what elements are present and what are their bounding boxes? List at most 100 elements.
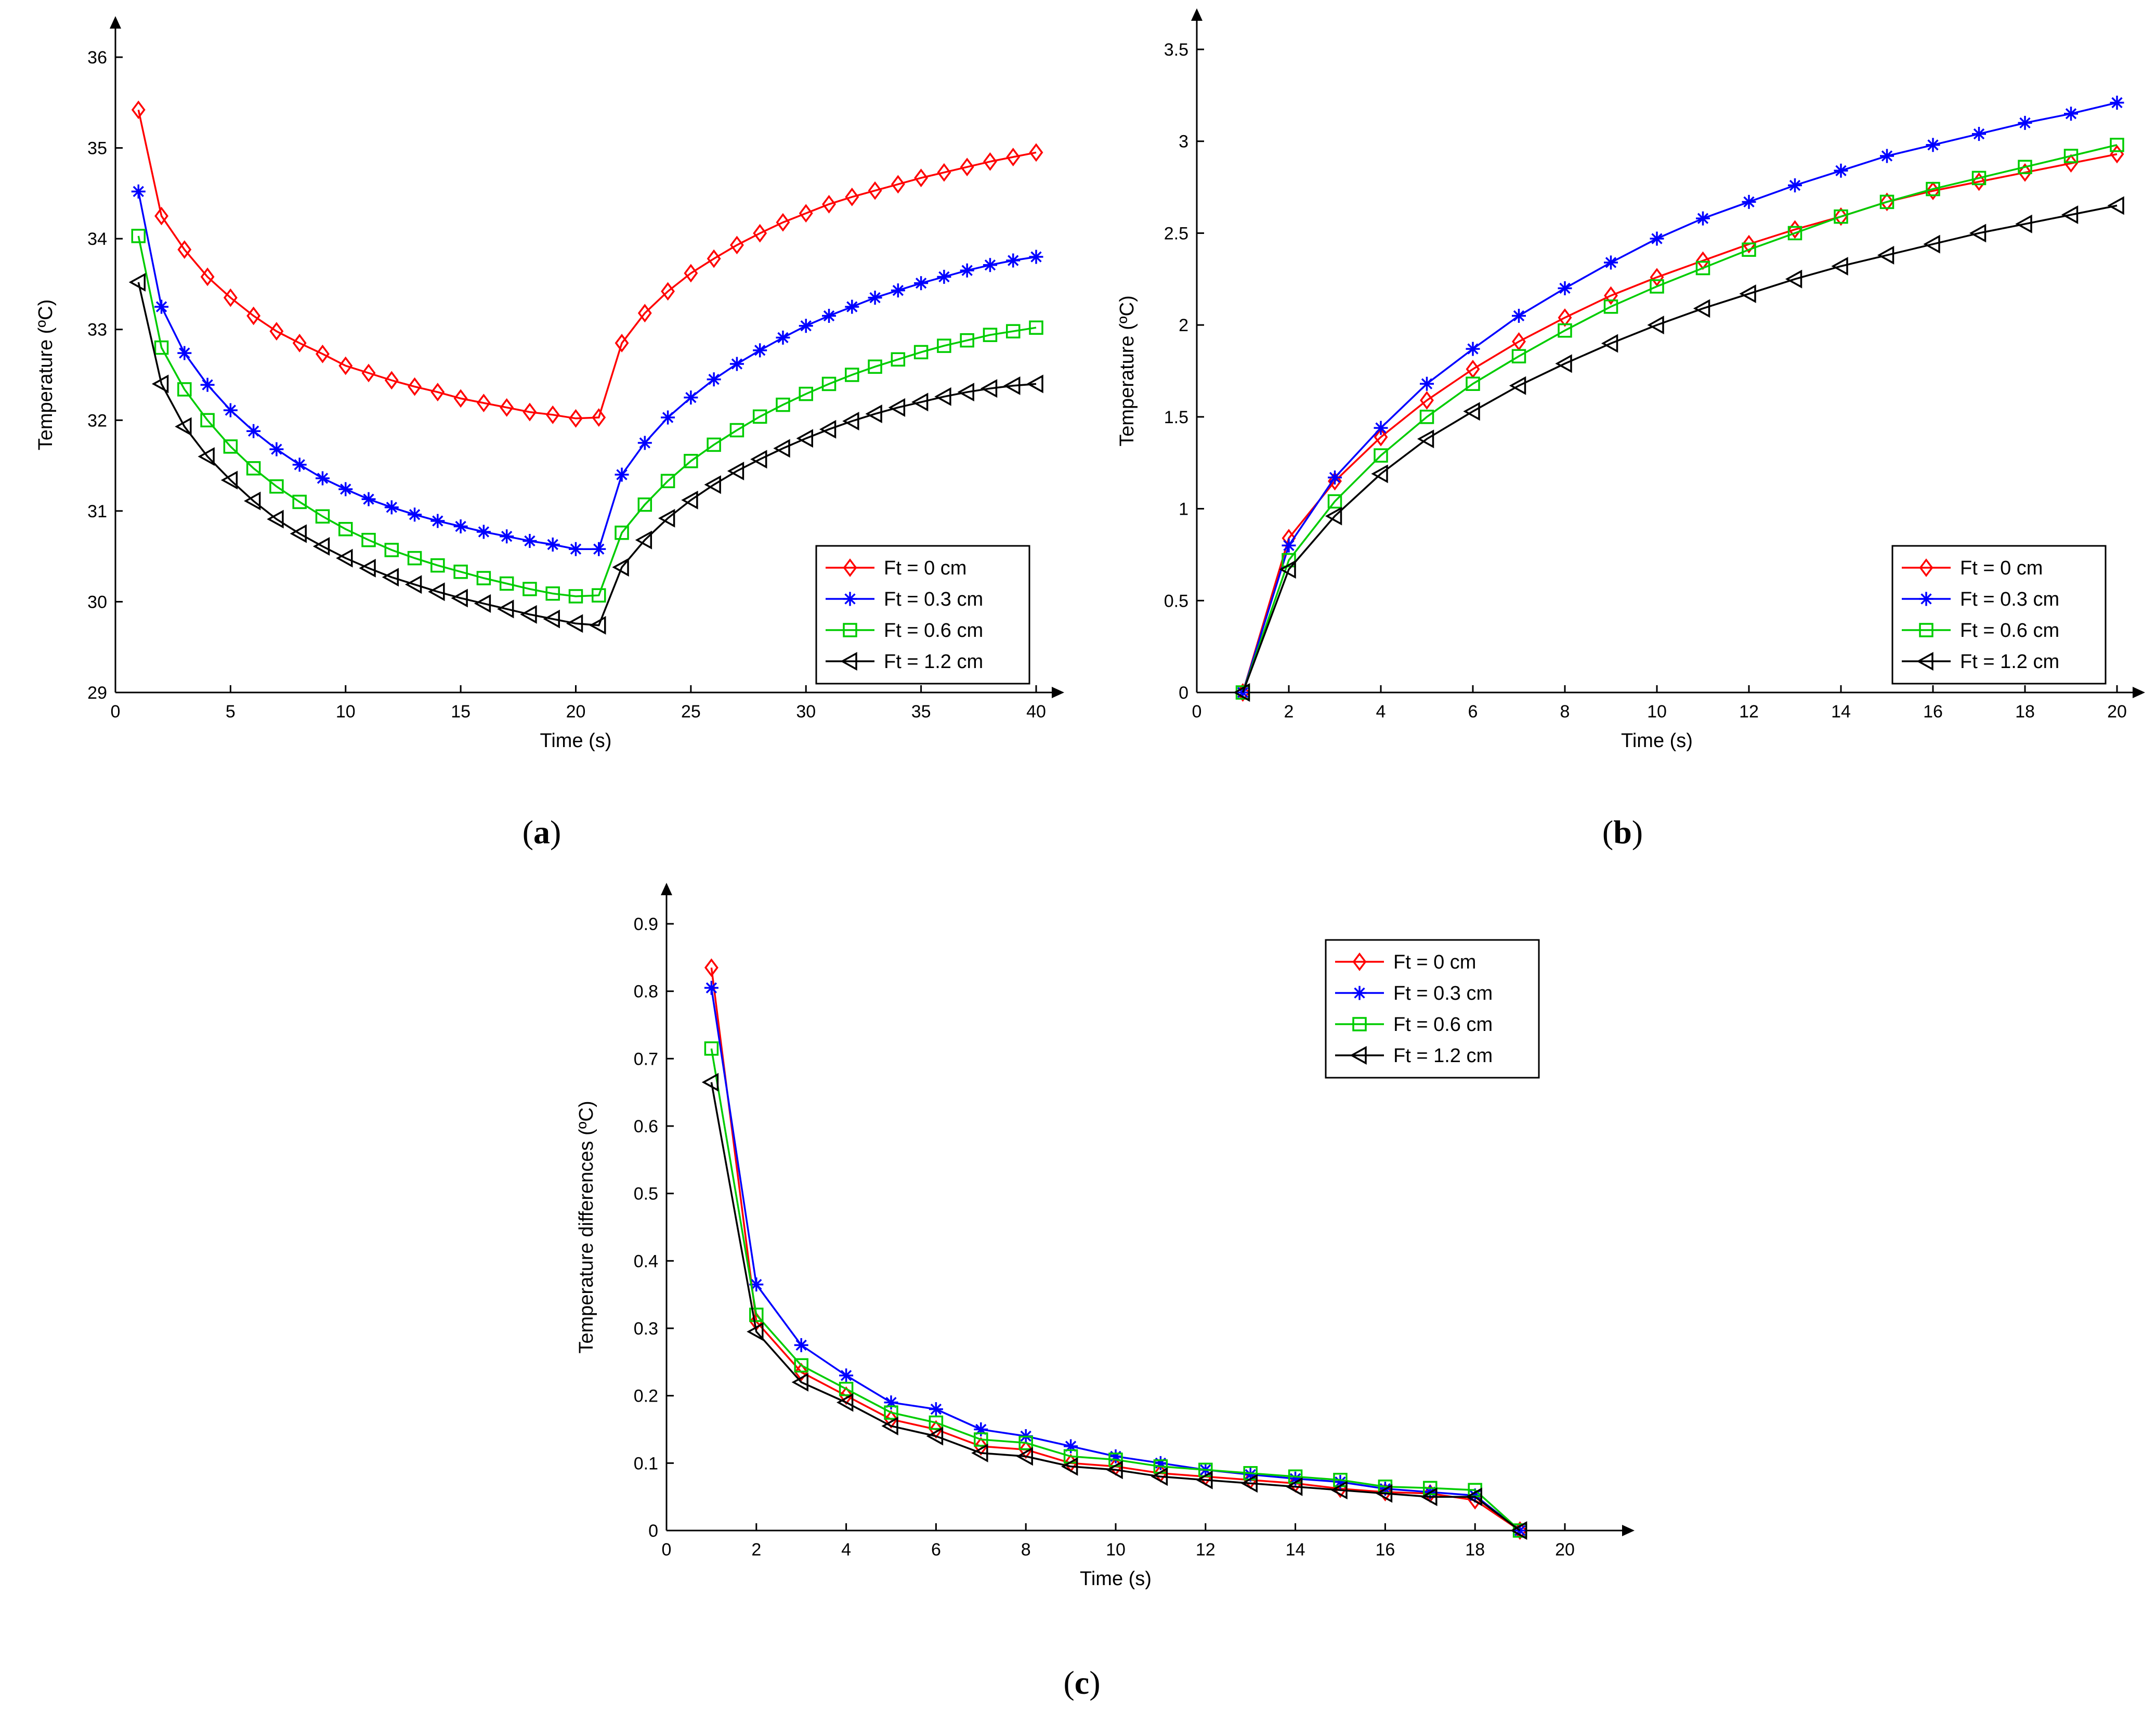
data-point <box>359 558 376 578</box>
y-tick-label: 0.6 <box>634 1117 658 1136</box>
data-point <box>888 398 906 417</box>
x-tick-label: 20 <box>2107 702 2127 722</box>
data-point <box>1061 1457 1078 1476</box>
data-point <box>1029 143 1043 162</box>
data-point <box>1834 207 1848 226</box>
data-point <box>592 588 606 603</box>
y-tick-label: 3 <box>1179 132 1188 152</box>
data-point <box>1969 224 1987 243</box>
data-point <box>151 374 169 394</box>
legend-marker <box>1350 1046 1367 1065</box>
legend-label: Ft = 0.6 cm <box>1393 1014 1493 1036</box>
data-point <box>753 224 767 243</box>
data-point <box>1834 163 1848 178</box>
data-point <box>891 283 905 298</box>
legend-label: Ft = 0.6 cm <box>884 620 983 642</box>
x-tick-label: 16 <box>1375 1540 1395 1560</box>
data-point <box>2110 95 2124 110</box>
legend-entry: Ft = 0.3 cm <box>1902 589 2059 610</box>
data-point <box>1465 1487 1482 1507</box>
data-point <box>1282 538 1296 553</box>
data-point <box>822 194 836 214</box>
y-axis-arrow <box>110 16 121 29</box>
data-point <box>845 187 859 206</box>
data-point <box>1650 279 1664 294</box>
data-point <box>684 390 698 405</box>
data-point <box>292 494 307 509</box>
data-point <box>839 1386 854 1405</box>
data-point <box>661 410 675 425</box>
y-tick-label: 29 <box>87 683 107 703</box>
legend-label: Ft = 0 cm <box>1393 951 1476 973</box>
data-point <box>1374 427 1388 447</box>
legend-marker <box>1352 952 1367 971</box>
data-point <box>1558 308 1572 327</box>
series-line <box>137 282 1037 626</box>
data-point <box>1006 148 1021 166</box>
x-axis-label: Time (s) <box>540 730 612 752</box>
data-point <box>198 447 215 466</box>
data-point <box>913 345 929 360</box>
data-point <box>1604 255 1618 270</box>
data-point <box>1510 1521 1527 1540</box>
data-point <box>799 204 813 223</box>
data-point <box>131 229 146 243</box>
legend-entry: Ft = 0.6 cm <box>1902 620 2059 642</box>
data-point <box>776 330 790 345</box>
data-point <box>884 1405 898 1420</box>
data-point <box>1420 391 1434 410</box>
data-point <box>128 272 146 292</box>
data-point <box>929 1415 944 1430</box>
data-point <box>1558 281 1572 295</box>
y-tick-label: 0.5 <box>634 1184 658 1204</box>
data-point <box>926 1427 944 1446</box>
data-point <box>316 344 330 363</box>
data-point <box>1106 1460 1123 1480</box>
x-axis-label: Time (s) <box>1621 730 1693 752</box>
data-point <box>845 368 859 382</box>
data-point <box>2064 107 2078 121</box>
legend-label: Ft = 1.2 cm <box>884 651 983 673</box>
y-axis-arrow <box>661 883 672 895</box>
data-point <box>1371 464 1388 483</box>
x-tick-label: 0 <box>662 1540 672 1560</box>
data-point <box>704 1041 719 1056</box>
x-tick-label: 2 <box>751 1540 761 1560</box>
data-point <box>430 514 445 528</box>
data-point <box>612 558 629 577</box>
x-tick-label: 18 <box>2015 702 2035 722</box>
data-point <box>1153 1456 1168 1470</box>
data-point <box>244 491 261 511</box>
data-point <box>1006 253 1021 268</box>
caption-c: (c) <box>1063 1664 1100 1701</box>
data-point <box>267 509 284 529</box>
data-point <box>842 412 859 431</box>
data-point <box>566 614 583 633</box>
legend-marker <box>1916 652 1933 671</box>
data-point <box>1466 342 1480 356</box>
data-point <box>937 338 951 353</box>
data-point <box>1834 209 1848 224</box>
data-point <box>1029 320 1043 335</box>
data-point <box>971 1443 988 1462</box>
data-point <box>453 389 468 408</box>
data-point <box>384 500 399 515</box>
data-point <box>2018 163 2032 182</box>
x-tick-label: 16 <box>1923 702 1943 722</box>
data-point <box>1328 470 1342 485</box>
x-tick-label: 0 <box>111 702 121 722</box>
data-point <box>701 1073 719 1092</box>
x-tick-label: 6 <box>931 1540 941 1560</box>
data-point <box>1419 410 1434 424</box>
legend-entry: Ft = 0 cm <box>826 557 966 579</box>
legend-marker <box>840 652 857 671</box>
x-tick-label: 30 <box>796 702 816 722</box>
data-point <box>430 383 445 402</box>
data-point <box>1742 234 1756 254</box>
data-point <box>615 526 629 540</box>
data-point <box>794 1338 808 1352</box>
series-line <box>1242 204 2118 693</box>
data-point <box>881 1417 898 1435</box>
data-point <box>1285 1477 1303 1496</box>
x-tick-label: 10 <box>1647 702 1667 722</box>
